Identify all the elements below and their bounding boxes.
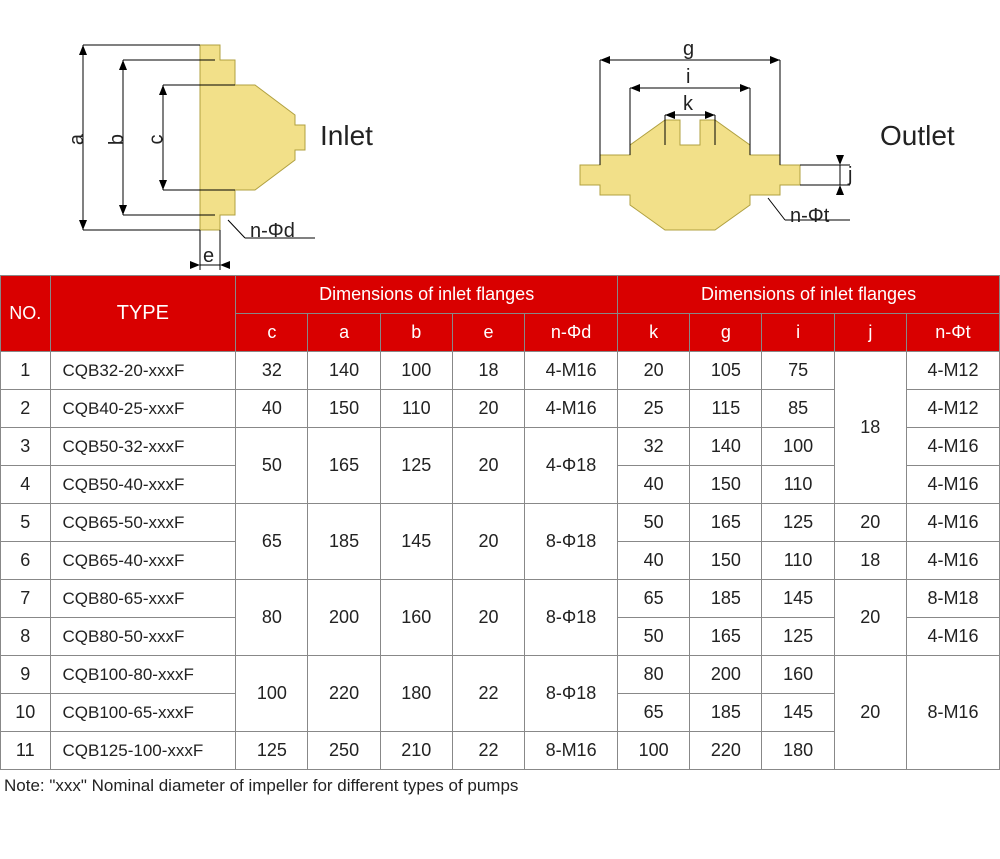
footnote: Note: "xxx" Nominal diameter of impeller… <box>0 770 1000 802</box>
th-i: i <box>762 314 834 352</box>
dim-b: b <box>106 134 129 145</box>
table-row: 7 CQB80-65-xxxF 80 200 160 20 8-Φ18 65 1… <box>1 580 1000 618</box>
th-a: a <box>308 314 380 352</box>
flange-table: NO. TYPE Dimensions of inlet flanges Dim… <box>0 275 1000 770</box>
outlet-diagram: g i k j n-Φt Outlet <box>550 20 980 270</box>
inlet-label: Inlet <box>320 120 373 152</box>
dim-c: c <box>146 135 169 145</box>
inlet-diagram: a b c e n-Φd Inlet <box>50 20 430 270</box>
table-row: 1 CQB32-20-xxxF 32 140 100 18 4-M16 20 1… <box>1 352 1000 390</box>
th-j: j <box>834 314 906 352</box>
dim-i: i <box>686 66 690 89</box>
th-type: TYPE <box>50 276 236 352</box>
th-e: e <box>452 314 524 352</box>
dim-k: k <box>683 93 693 116</box>
outlet-label: Outlet <box>880 120 955 152</box>
th-b: b <box>380 314 452 352</box>
dim-e: e <box>203 245 214 268</box>
table-body: 1 CQB32-20-xxxF 32 140 100 18 4-M16 20 1… <box>1 352 1000 770</box>
th-group-outlet: Dimensions of inlet flanges <box>618 276 1000 314</box>
th-group-inlet: Dimensions of inlet flanges <box>236 276 618 314</box>
th-no: NO. <box>1 276 51 352</box>
th-g: g <box>690 314 762 352</box>
dim-g: g <box>683 38 694 61</box>
th-nphid: n-Φd <box>525 314 618 352</box>
table-row: 5 CQB65-50-xxxF 65 185 145 20 8-Φ18 50 1… <box>1 504 1000 542</box>
th-c: c <box>236 314 308 352</box>
diagrams-row: a b c e n-Φd Inlet <box>0 0 1000 275</box>
dim-a: a <box>66 134 89 145</box>
th-nphit: n-Φt <box>906 314 999 352</box>
dim-j: j <box>848 164 852 187</box>
dim-nphid: n-Φd <box>250 220 295 243</box>
table-header: NO. TYPE Dimensions of inlet flanges Dim… <box>1 276 1000 352</box>
dim-nphit: n-Φt <box>790 205 829 228</box>
th-k: k <box>618 314 690 352</box>
table-row: 9 CQB100-80-xxxF 100 220 180 22 8-Φ18 80… <box>1 656 1000 694</box>
